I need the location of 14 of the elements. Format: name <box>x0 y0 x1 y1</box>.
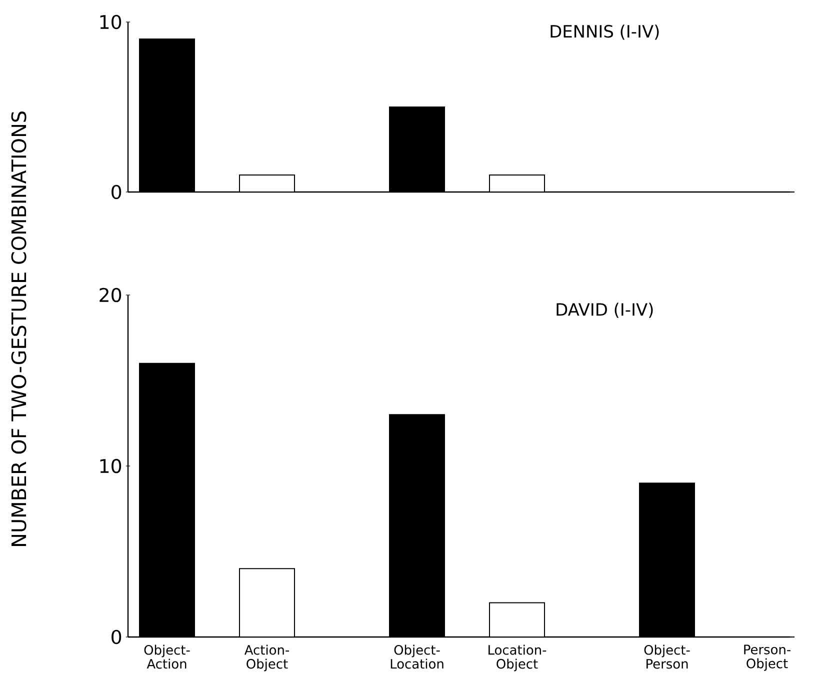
chart-title: DAVID (I-IV) <box>556 302 653 318</box>
x-tick-label: Location- Object <box>488 644 546 672</box>
y-axis-title: NUMBER OF TWO-GESTURE COMBINATIONS <box>11 112 26 546</box>
x-tick-label: Object- Person <box>644 644 690 669</box>
x-tick-label: Object- Location <box>390 644 444 669</box>
chart-title: DENNIS (I-IV) <box>550 24 659 40</box>
y-tick-label: 10 <box>100 14 122 30</box>
x-tick-label: Person- Object <box>744 644 790 671</box>
y-tick-label: 0 <box>112 184 122 200</box>
y-tick-label: 20 <box>100 288 122 302</box>
x-tick-label: Object- Action <box>144 644 190 669</box>
y-tick-label: 10 <box>100 458 122 474</box>
y-tick-label: 0 <box>112 630 122 644</box>
x-tick-label: Action- Object <box>244 644 290 672</box>
